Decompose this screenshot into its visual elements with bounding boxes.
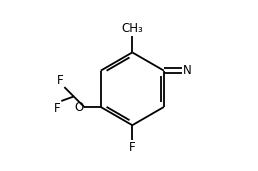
Text: F: F [54,102,61,115]
Text: N: N [183,64,192,77]
Text: O: O [75,101,84,114]
Text: F: F [57,74,64,87]
Text: CH₃: CH₃ [122,22,143,35]
Text: F: F [129,141,136,154]
